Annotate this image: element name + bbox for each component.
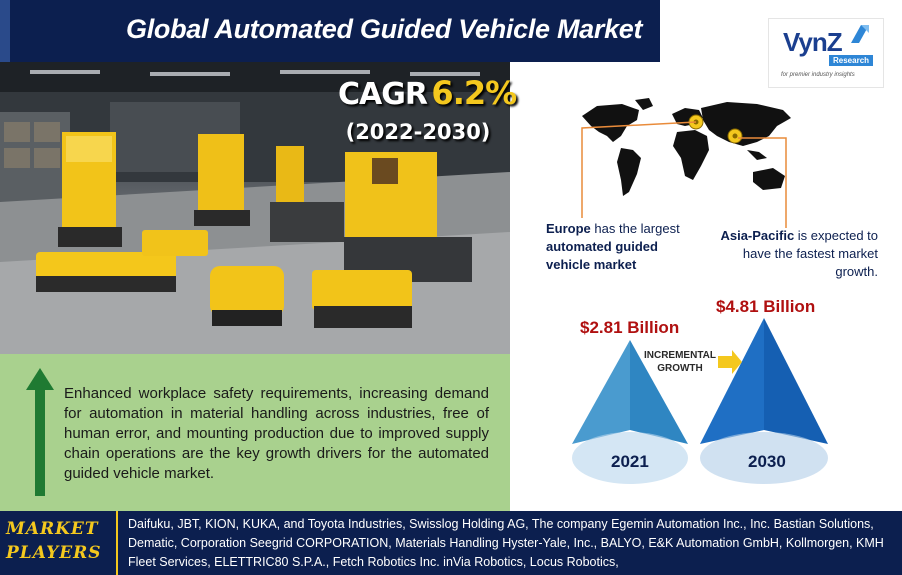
- year-2021: 2021: [611, 452, 649, 471]
- up-arrow-icon: [26, 368, 54, 496]
- europe-callout: Europe has the largest automated guided …: [546, 220, 696, 274]
- pyramid-2021-right: [630, 340, 688, 444]
- apac-callout: Asia-Pacific is expected to have the fas…: [712, 227, 878, 281]
- logo-mark-icon: [851, 25, 869, 43]
- incremental-line1: INCREMENTAL: [643, 350, 717, 361]
- value-2030: $4.81 Billion: [716, 297, 816, 316]
- europe-text-bold: automated guided vehicle market: [546, 239, 658, 272]
- year-2030: 2030: [748, 452, 786, 471]
- players-label-line1: MARKET: [6, 519, 99, 539]
- europe-region: Europe: [546, 221, 591, 236]
- cagr-value: 6.2%: [431, 74, 517, 112]
- growth-drivers-panel: Enhanced workplace safety requirements, …: [0, 354, 510, 511]
- market-players-list: Daifuku, JBT, KION, KUKA, and Toyota Ind…: [128, 517, 884, 569]
- page-title: Global Automated Guided Vehicle Market: [126, 14, 643, 44]
- title-bar: Global Automated Guided Vehicle Market: [0, 0, 660, 62]
- logo-name: VynZ: [783, 27, 843, 57]
- cagr-row: CAGR 6.2%: [338, 74, 517, 112]
- incremental-growth-label: INCREMENTAL GROWTH: [640, 349, 720, 375]
- growth-drivers-text: Enhanced workplace safety requirements, …: [64, 385, 489, 482]
- cagr-block: CAGR 6.2% (2022-2030): [338, 74, 517, 144]
- players-label-line2: PLAYERS: [6, 543, 102, 563]
- value-2021: $2.81 Billion: [580, 318, 680, 337]
- vynz-logo: VynZ Research for premier industry insig…: [768, 18, 884, 88]
- cagr-period: (2022-2030): [345, 120, 491, 144]
- title-stripe: [0, 0, 10, 62]
- market-players-label: MARKET PLAYERS: [0, 511, 118, 575]
- pyramid-2030-left: [700, 318, 764, 444]
- location-pin-icon: [727, 128, 743, 144]
- incremental-line2: GROWTH: [657, 363, 703, 374]
- market-players-bar: MARKET PLAYERS Daifuku, JBT, KION, KUKA,…: [0, 511, 902, 575]
- pyramid-2021-left: [572, 340, 630, 444]
- market-growth-pyramids: [572, 318, 828, 484]
- logo-tagline: for premier industry insights: [781, 72, 855, 78]
- right-arrow-icon: [718, 350, 742, 374]
- agv-photo: [0, 62, 510, 354]
- apac-region: Asia-Pacific: [720, 228, 795, 243]
- pyramid-2030-right: [764, 318, 828, 444]
- europe-text-mid: has the largest: [590, 221, 680, 236]
- agv-illustration: [0, 62, 510, 354]
- cagr-label: CAGR: [338, 77, 428, 112]
- apac-text-rest: is expected to have the fastest market g…: [742, 228, 878, 279]
- world-map: [582, 98, 791, 196]
- logo-badge: Research: [829, 55, 874, 66]
